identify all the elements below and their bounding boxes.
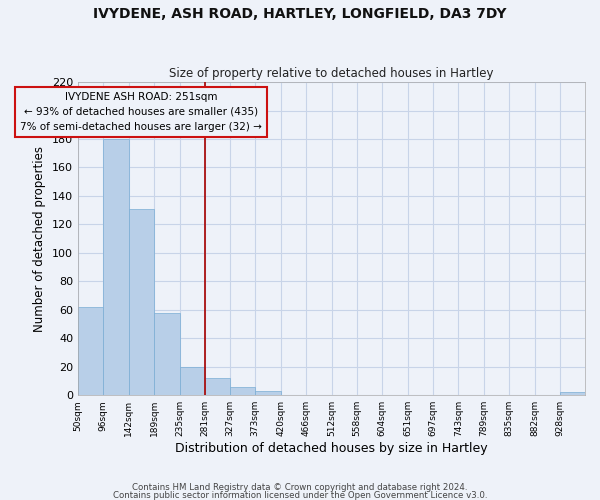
Bar — [103, 139, 128, 395]
Bar — [560, 392, 585, 395]
Text: Contains public sector information licensed under the Open Government Licence v3: Contains public sector information licen… — [113, 492, 487, 500]
Text: IVYDENE, ASH ROAD, HARTLEY, LONGFIELD, DA3 7DY: IVYDENE, ASH ROAD, HARTLEY, LONGFIELD, D… — [93, 8, 507, 22]
Text: IVYDENE ASH ROAD: 251sqm
← 93% of detached houses are smaller (435)
7% of semi-d: IVYDENE ASH ROAD: 251sqm ← 93% of detach… — [20, 92, 262, 132]
Bar — [230, 386, 255, 395]
X-axis label: Distribution of detached houses by size in Hartley: Distribution of detached houses by size … — [175, 442, 488, 455]
Bar — [205, 378, 230, 395]
Title: Size of property relative to detached houses in Hartley: Size of property relative to detached ho… — [169, 66, 494, 80]
Text: Contains HM Land Registry data © Crown copyright and database right 2024.: Contains HM Land Registry data © Crown c… — [132, 483, 468, 492]
Bar — [255, 391, 281, 395]
Bar — [179, 366, 205, 395]
Bar — [128, 208, 154, 395]
Y-axis label: Number of detached properties: Number of detached properties — [34, 146, 46, 332]
Bar — [154, 312, 179, 395]
Bar — [78, 307, 103, 395]
